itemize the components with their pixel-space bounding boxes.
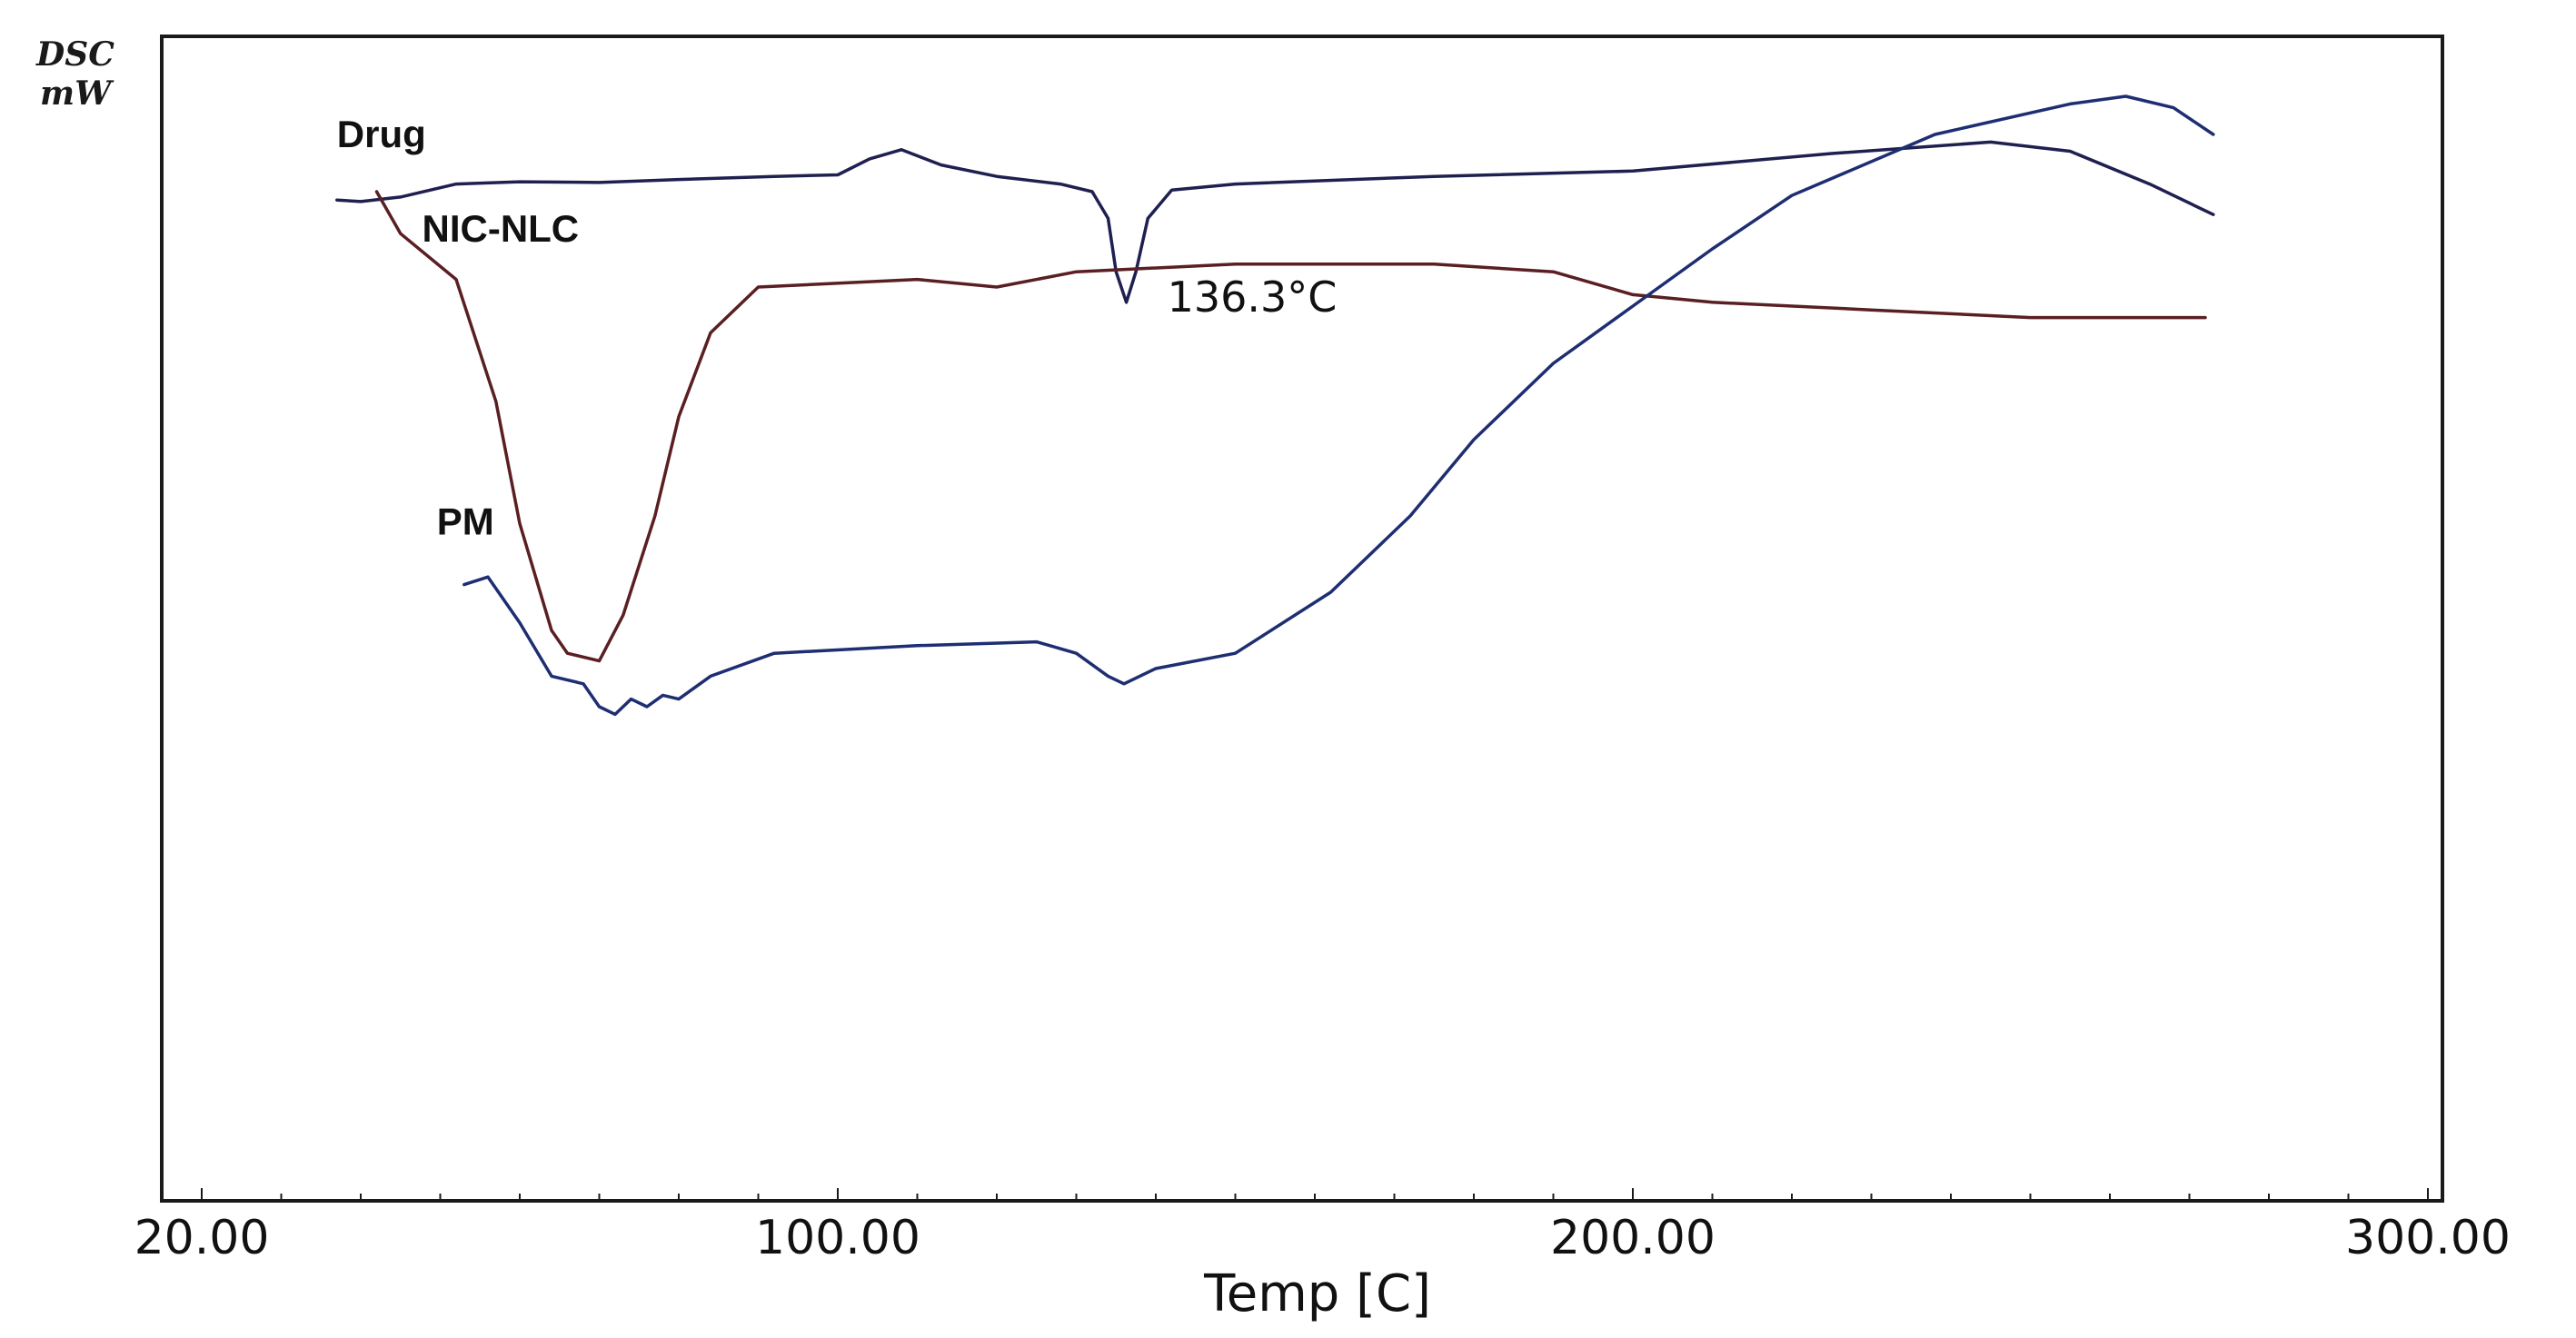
x-axis-title: Temp [C]	[1203, 1264, 1431, 1323]
series-labels: Drug NIC-NLC PM 136.3°C	[337, 113, 1338, 542]
y-unit-label-bottom: mW	[40, 74, 114, 113]
series-line-pm	[462, 94, 2215, 717]
series-line-nic-nlc	[374, 190, 2207, 663]
y-unit-label-top: DSC	[35, 35, 114, 74]
series-line-drug	[335, 140, 2215, 304]
plot-area-frame	[160, 35, 2444, 1203]
peak-annotation: 136.3°C	[1168, 273, 1338, 322]
series-label-drug: Drug	[337, 113, 426, 155]
x-tick-label: 100.00	[755, 1211, 920, 1265]
x-axis: 20.00 100.00 200.00 300.00	[134, 1188, 2511, 1265]
x-tick-label: 20.00	[134, 1211, 270, 1265]
x-tick-label: 200.00	[1550, 1211, 1716, 1265]
series-curves	[335, 94, 2215, 717]
series-label-pm: PM	[437, 501, 494, 543]
series-label-nic-nlc: NIC-NLC	[423, 207, 580, 250]
x-tick-label: 300.00	[2345, 1211, 2511, 1265]
